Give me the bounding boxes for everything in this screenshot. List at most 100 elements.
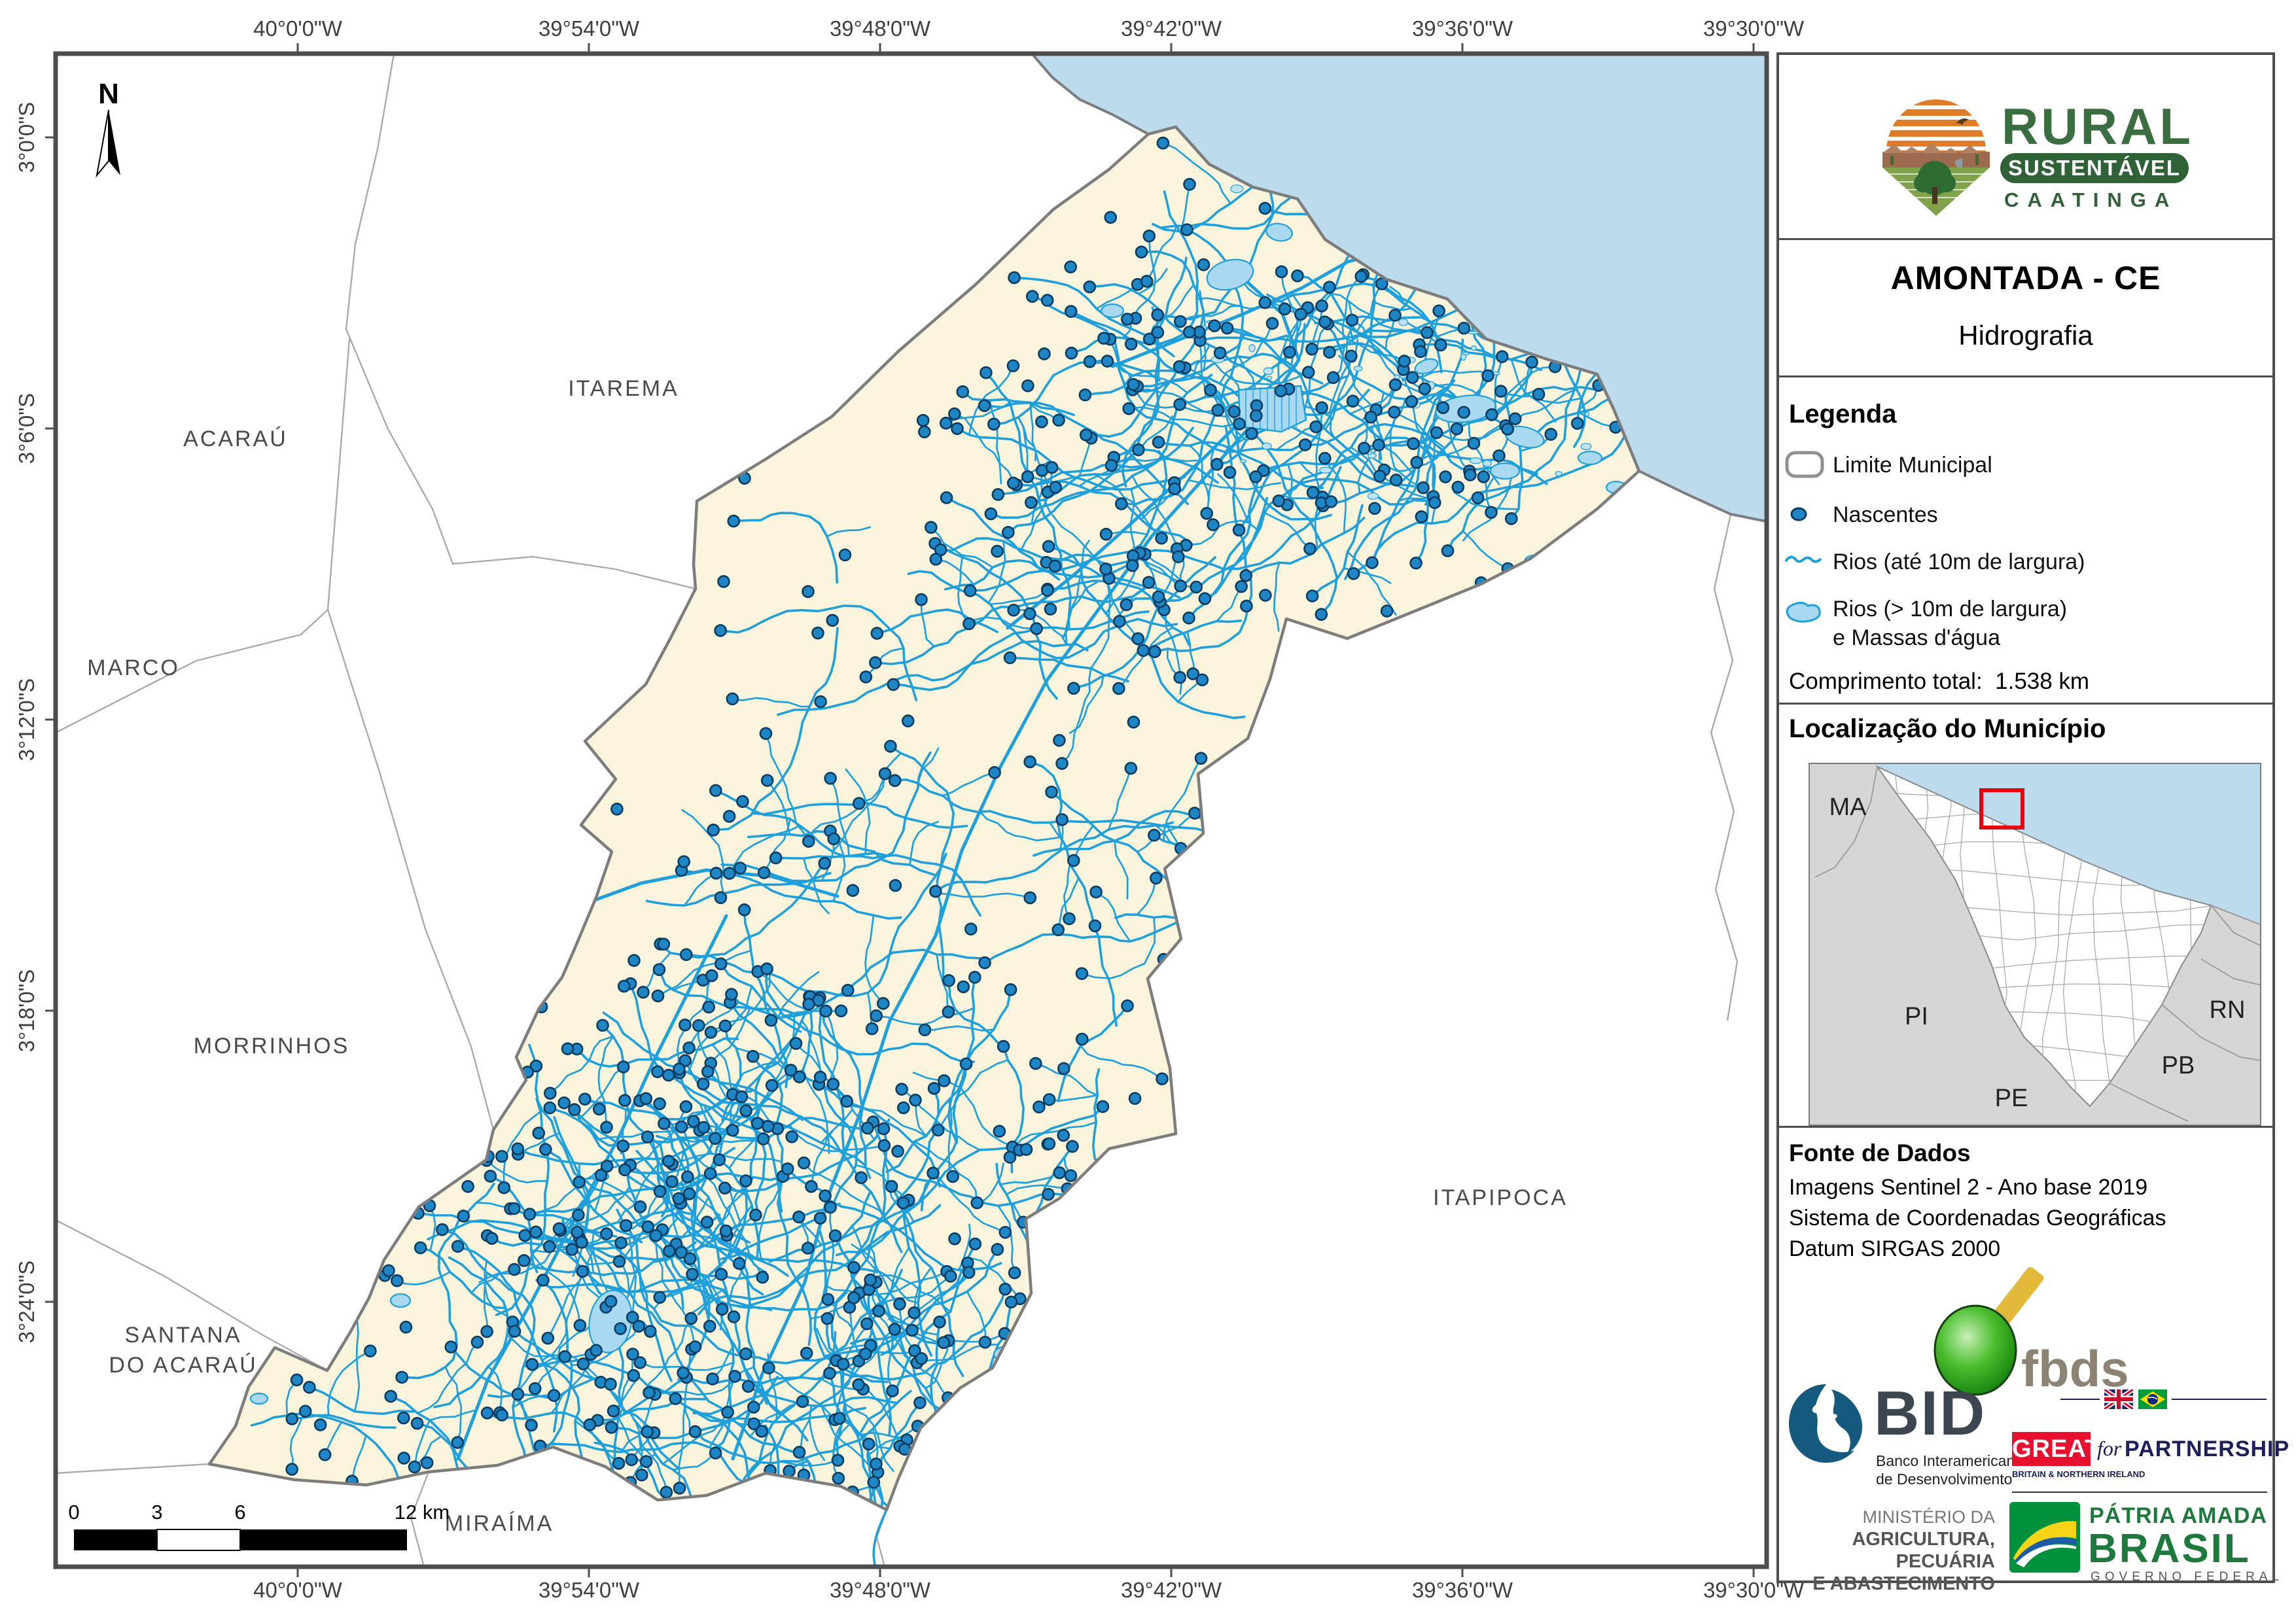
river-line — [970, 616, 1038, 630]
river-line — [819, 996, 867, 1166]
river-line — [1095, 891, 1131, 943]
river-line — [1136, 812, 1196, 853]
nascente-dot — [1366, 556, 1379, 569]
nascente-dot — [495, 1149, 508, 1163]
panel-divider-2 — [1779, 375, 2272, 377]
nascente-dot — [1104, 211, 1118, 224]
coastal-wetland-speck — [1367, 492, 1379, 500]
legend-item-label: Rios (> 10m de largura) — [1833, 597, 2068, 621]
nascente-dot — [290, 1373, 304, 1387]
nascente-dot — [1078, 388, 1092, 402]
nascente-dot — [819, 1004, 833, 1018]
nascente-dot — [824, 771, 837, 785]
river-line — [824, 1010, 839, 1089]
nascente-dot — [572, 1208, 585, 1222]
nascente-dot — [1323, 345, 1336, 359]
nascente-dot — [909, 1093, 922, 1107]
neighbor-boundary-line — [56, 1219, 328, 1372]
river-line — [989, 399, 1002, 485]
nascente-dot — [792, 1446, 806, 1459]
nascente-dot — [600, 1227, 613, 1240]
nascente-dot — [1155, 531, 1168, 545]
source-line: Sistema de Coordenadas Geográficas — [1789, 1206, 2166, 1230]
nascente-dot — [991, 488, 1005, 501]
nascente-dot — [756, 1270, 769, 1284]
river-line — [680, 1138, 764, 1143]
river-line — [631, 1149, 685, 1230]
nascente-dot — [792, 1070, 806, 1084]
nascente-dot — [762, 1120, 775, 1133]
nascente-dot — [697, 1121, 711, 1134]
neighbor-boundary-line — [327, 609, 495, 1130]
nascente-dot — [888, 774, 902, 787]
nascente-dot — [891, 1145, 904, 1158]
ellipse-shape — [1790, 507, 1807, 521]
location-inset-map: MA PI RN PB PE — [1809, 763, 2261, 1126]
nascente-dot — [1075, 967, 1089, 981]
nascente-dot — [1052, 413, 1065, 427]
nascente-dot — [1168, 482, 1182, 495]
nascente-dot — [1006, 359, 1020, 372]
river-line — [1050, 790, 1169, 882]
nascente-dot — [838, 548, 852, 562]
nascente-dot — [1220, 321, 1234, 335]
nascente-dot — [1101, 355, 1114, 368]
legend-item-label: Limite Municipal — [1833, 453, 1992, 478]
nascente-dot — [823, 1367, 836, 1380]
river-line — [534, 1359, 561, 1390]
nascente-dot — [940, 491, 953, 504]
river-line — [1462, 461, 1513, 542]
nascente-dot — [658, 1117, 671, 1130]
nascente-dot — [1388, 309, 1402, 322]
nascente-dot — [870, 1009, 883, 1022]
river-line — [1263, 207, 1312, 216]
brazil-flag-icon — [2138, 1389, 2167, 1409]
river-line — [1217, 473, 1258, 531]
nascente-dot — [739, 1347, 752, 1361]
nascente-dot — [1023, 891, 1037, 905]
nascente-dot — [644, 1325, 657, 1338]
nascente-dot — [1195, 673, 1209, 687]
river-line — [624, 1123, 718, 1175]
nascente-dot — [680, 1170, 694, 1183]
nascente-dot — [1048, 559, 1062, 573]
river-line — [1281, 495, 1324, 500]
river-line — [957, 556, 970, 625]
river-line — [968, 364, 1014, 436]
river-line — [920, 599, 935, 648]
neighbor-label: ITAPIPOCA — [1433, 1185, 1568, 1210]
nascente-dot — [998, 1225, 1012, 1239]
axis-label-left: 3°24'0"S — [14, 1261, 39, 1344]
nascente-dot — [1323, 281, 1336, 294]
nascente-dot — [987, 417, 1000, 431]
legend-title: Legenda — [1789, 400, 1897, 428]
nascente-dot — [669, 1392, 682, 1405]
nascente-dot — [714, 957, 728, 971]
nascente-dot — [542, 1240, 556, 1253]
legend-item-label: e Massas d'água — [1833, 625, 2000, 650]
nascente-dot — [1235, 580, 1248, 593]
river-line — [939, 537, 1181, 599]
bid-text: BID — [1874, 1378, 1987, 1448]
nascente-dot — [1008, 271, 1021, 285]
river-line — [824, 1287, 1007, 1381]
river-line — [444, 1366, 463, 1444]
nascente-dot — [709, 784, 722, 797]
nascente-dot — [726, 1124, 739, 1137]
nascente-dot — [811, 626, 824, 640]
river-line — [657, 950, 752, 997]
nascente-dot — [1075, 1032, 1089, 1046]
nascente-dot — [641, 1220, 654, 1234]
nascente-dot — [701, 1065, 715, 1078]
coastal-wetland-speck — [1460, 353, 1466, 361]
nascente-dot — [913, 1396, 927, 1410]
nascente-dot — [1099, 563, 1112, 576]
nascente-dot — [1204, 383, 1217, 397]
nascente-dot — [813, 1070, 827, 1084]
nascente-dot — [916, 413, 930, 427]
nascente-dot — [552, 1222, 566, 1236]
nascente-dot — [991, 544, 1004, 558]
axis-label-bottom: 39°36'0"W — [1412, 1578, 1513, 1602]
river-line — [866, 1425, 919, 1457]
nascente-dot — [797, 1156, 811, 1170]
